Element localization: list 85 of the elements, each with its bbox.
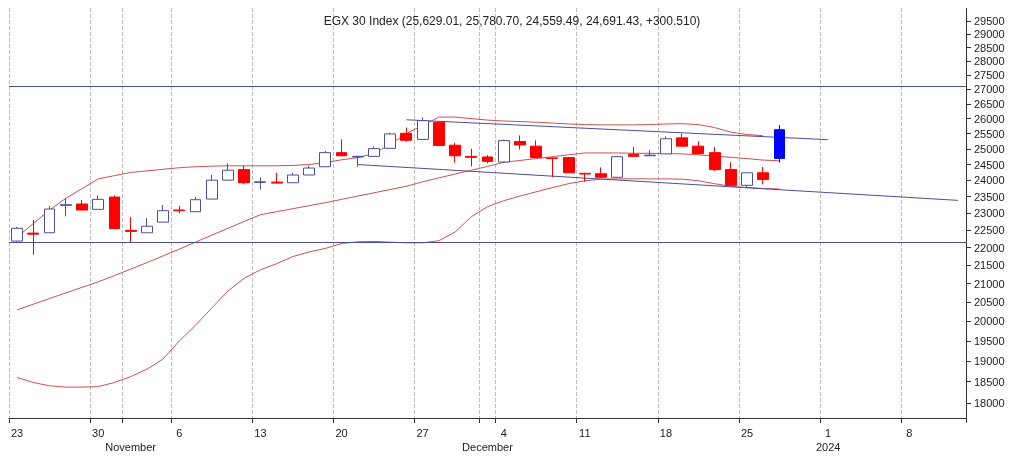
x-tick-label: 18: [659, 427, 673, 439]
candlestick: [190, 196, 201, 213]
candlestick: [60, 197, 72, 217]
candlestick: [530, 139, 542, 159]
candlestick: [76, 199, 88, 211]
candlestick: [482, 154, 493, 164]
x-tick-label: 20: [335, 427, 348, 439]
candlestick: [757, 166, 769, 185]
candlestick: [433, 121, 445, 147]
x-tick-label: 30: [92, 427, 105, 439]
candlestick: [498, 139, 510, 163]
x-tick-label: November: [105, 441, 157, 453]
y-tick-label: 26000: [974, 112, 1005, 125]
candlestick: [336, 138, 347, 157]
text: EGX 30 Index (25,629.01, 25,780.70, 24,559.49, 24,691.43, +300.510): [323, 14, 701, 28]
candlestick: [44, 205, 55, 234]
y-tick-label: 25500: [974, 127, 1005, 140]
x-tick-label: 13: [254, 427, 267, 439]
candlestick: [141, 217, 153, 234]
y-tick-label: 18500: [974, 375, 1005, 388]
candlestick: [514, 134, 526, 151]
y-tick-label: 24000: [974, 174, 1005, 187]
candlestick: [774, 124, 785, 164]
candlestick: [465, 148, 477, 167]
candlestick: [384, 132, 396, 149]
candlestick: [644, 149, 656, 157]
candlestick: [595, 166, 607, 179]
x-tick-label: 8: [906, 427, 913, 439]
x-tick-label: 1 2024: [815, 427, 841, 453]
candlestick: [125, 216, 137, 243]
y-tick-label: 27000: [974, 83, 1005, 96]
y-tick-label: 28500: [974, 41, 1005, 54]
y-tick-label: 18000: [974, 396, 1005, 409]
candlestick: [173, 205, 185, 214]
candlestick: [676, 133, 688, 147]
y-tick-label: 21000: [974, 277, 1005, 290]
x-tick-label: 4: [500, 427, 507, 439]
candlestick: [27, 219, 39, 256]
x-tick-label: 25: [740, 427, 754, 439]
y-tick-label: 22000: [974, 241, 1005, 254]
y-tick-label: 28000: [974, 55, 1005, 68]
candlestick: [319, 150, 331, 168]
y-tick-label: 20000: [974, 315, 1005, 328]
candlestick: [287, 172, 299, 184]
y-tick-label: 27500: [974, 69, 1005, 82]
candlestick: [368, 145, 380, 157]
y-tick-label: 19500: [974, 334, 1005, 347]
y-tick-label: 20500: [974, 296, 1005, 309]
candlestick: [692, 141, 704, 155]
candlestick: [238, 165, 250, 185]
line-series: [16, 152, 780, 311]
candlestick: [628, 146, 639, 158]
candlestick: [725, 161, 737, 187]
y-tick-label: 19000: [974, 355, 1005, 368]
y-tick-label: 29000: [974, 28, 1005, 41]
y-tick-label: 22500: [974, 224, 1005, 237]
x-tick-label: 23: [10, 427, 24, 439]
x-tick-label: 6: [176, 427, 183, 439]
candlestick: [546, 157, 558, 178]
candlestick: [254, 177, 266, 191]
candlestick: [660, 135, 672, 155]
line-series: [16, 178, 780, 388]
x-tick-label: December: [462, 441, 514, 453]
candlestick: [449, 142, 461, 164]
candlestick: [92, 194, 104, 210]
candlestick: [157, 204, 169, 223]
candlestick: [303, 165, 315, 176]
y-tick-label: 21500: [974, 259, 1005, 272]
candlestick: [222, 162, 234, 181]
y-tick-label: 26500: [974, 97, 1005, 110]
x-tick-label: 27: [416, 427, 429, 439]
candlestick: [563, 156, 575, 174]
y-tick-label: 24500: [974, 158, 1005, 171]
candlestick: [741, 171, 753, 189]
x-tick-label: 11: [579, 427, 591, 439]
y-tick-label: 23500: [974, 190, 1005, 203]
candlestick: [400, 127, 412, 143]
y-tick-label: 23000: [974, 207, 1005, 220]
candlestick: [709, 146, 721, 172]
candlestick: [109, 194, 120, 230]
candlestick: [206, 174, 218, 200]
candlestick: [579, 172, 591, 183]
candlestick: [271, 172, 283, 184]
y-tick-label: 29500: [974, 14, 1005, 27]
y-tick-label: 25000: [974, 142, 1005, 155]
